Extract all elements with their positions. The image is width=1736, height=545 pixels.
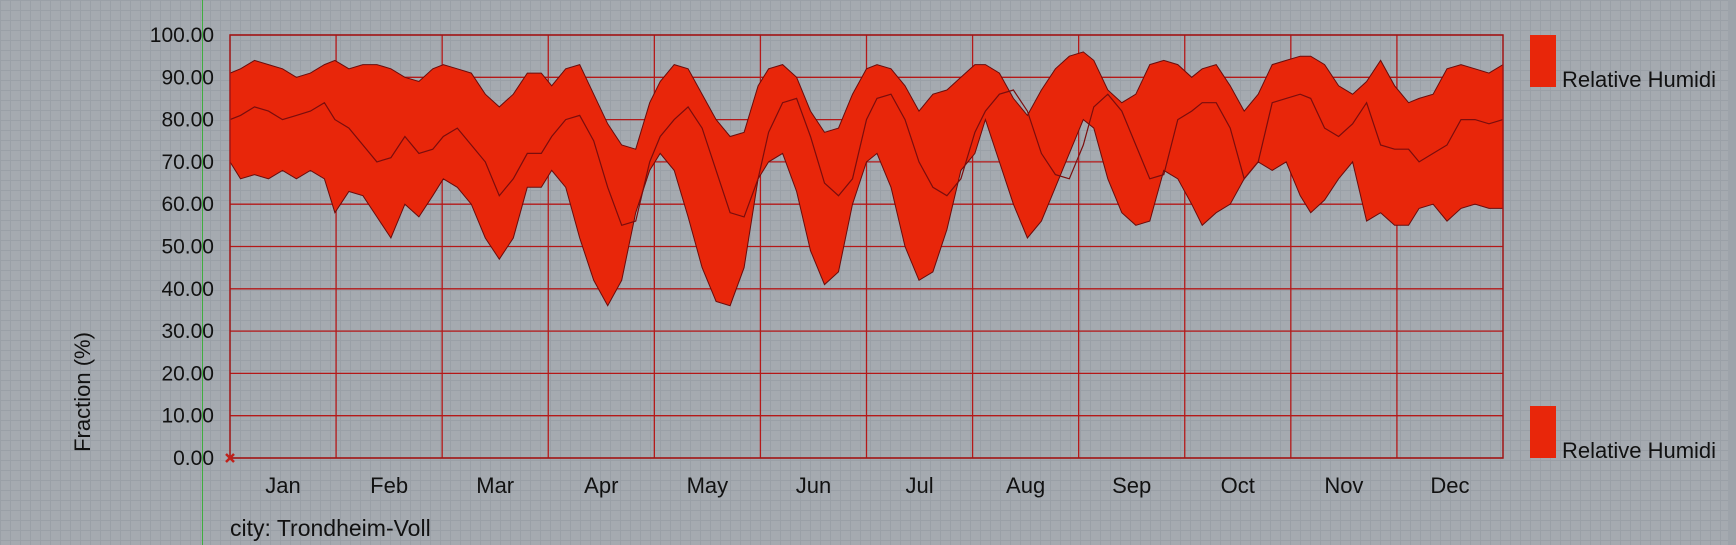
legend: Relative Humidi Relative Humidi: [1530, 35, 1716, 463]
month-label: Jul: [905, 473, 933, 498]
canvas-origin-line: [202, 0, 203, 545]
y-tick-label: 100.00: [150, 24, 214, 47]
legend-swatch: [1530, 406, 1556, 458]
y-tick-label: 0.00: [173, 447, 214, 470]
y-tick-label: 10.00: [161, 405, 214, 428]
month-label: Oct: [1221, 473, 1255, 498]
y-tick-label: 20.00: [161, 362, 214, 385]
x-axis-months: Jan Feb Mar Apr May Jun Jul Aug Sep Oct Nov Dec: [265, 473, 1469, 498]
right-edge-strip: [1728, 0, 1736, 545]
y-tick-label: 50.00: [161, 236, 214, 259]
y-axis-title: Fraction (%): [70, 332, 95, 452]
plot-border: [229, 34, 1504, 459]
legend-label: Relative Humidi: [1562, 438, 1716, 463]
plot-frame: [229, 34, 1504, 459]
y-tick-label: 40.00: [161, 278, 214, 301]
month-label: Dec: [1430, 473, 1469, 498]
month-label: Mar: [476, 473, 514, 498]
legend-swatch: [1530, 35, 1556, 87]
y-axis-ticks: 0.00 10.00 20.00 30.00 40.00 50.00 60.00 70.00 8…: [150, 24, 214, 470]
y-tick-label: 70.00: [161, 151, 214, 174]
month-label: Sep: [1112, 473, 1151, 498]
legend-label: Relative Humidi: [1562, 67, 1716, 92]
month-label: Jan: [265, 473, 300, 498]
y-tick-label: 60.00: [161, 193, 214, 216]
city-caption: city: Trondheim-Voll: [230, 515, 431, 541]
month-label: Jun: [796, 473, 831, 498]
y-tick-label: 80.00: [161, 109, 214, 132]
month-label: Nov: [1324, 473, 1363, 498]
y-tick-label: 30.00: [161, 320, 214, 343]
month-label: May: [687, 473, 729, 498]
month-label: Apr: [584, 473, 618, 498]
month-label: Aug: [1006, 473, 1045, 498]
y-tick-label: 90.00: [161, 66, 214, 89]
origin-marker: [225, 453, 235, 463]
month-label: Feb: [370, 473, 408, 498]
humidity-mean-line: [229, 89, 1504, 227]
mean-line: [229, 89, 1504, 227]
